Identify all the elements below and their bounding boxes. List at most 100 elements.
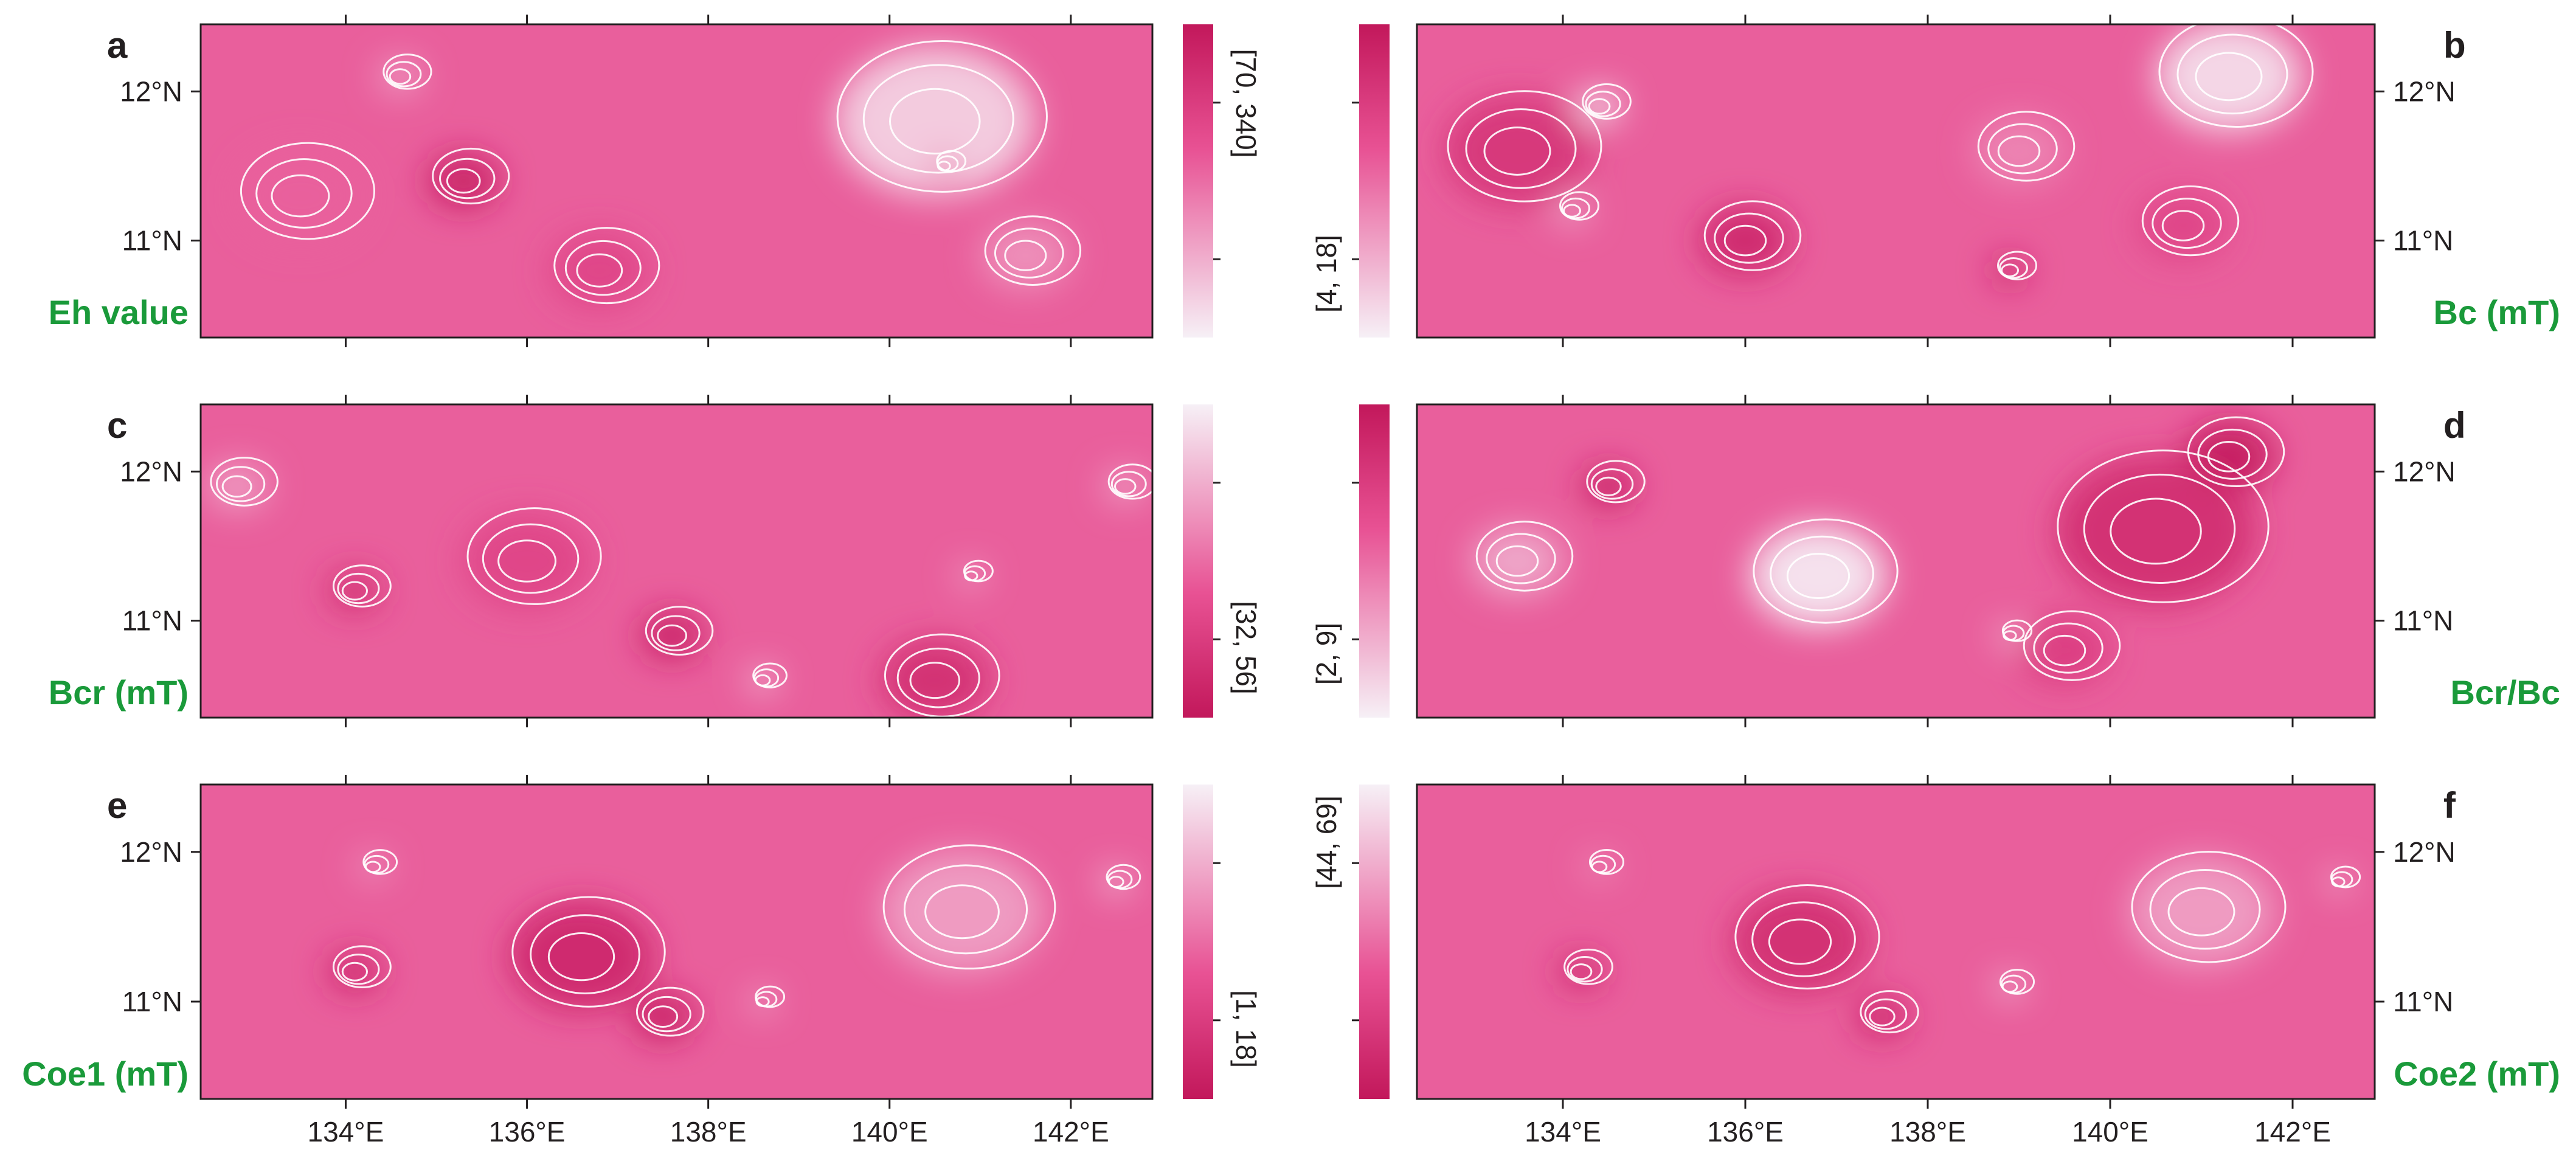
contour-d-0-0 [1595,476,1622,496]
contour-b-3-2 [1559,191,1599,221]
feature-d-4 [1750,524,1887,628]
lat-tick-label: 11°N [2393,225,2453,257]
lon-tick-label: 138°E [670,1116,747,1148]
feature-a-4 [835,46,1035,196]
variable-label: Coe2 (mT) [2394,1055,2560,1093]
contour-a-5-1 [994,227,1064,279]
contour-c-4-2 [752,662,788,688]
contour-b-6-1 [2152,198,2222,249]
contour-b-0-1 [1465,108,1577,189]
colorbar [1183,24,1213,338]
variable-label: Eh value [49,293,189,331]
contour-c-1-0 [657,624,688,647]
colorbar [1183,785,1213,1099]
contour-a-5-0 [1004,240,1047,271]
lon-tick-label: 136°E [489,1116,566,1148]
contour-d-5-0 [1495,545,1539,577]
feature-d-6 [1996,625,2024,646]
contour-c-3-0 [909,662,961,699]
contour-c-2-0 [497,539,557,583]
contour-d-1-0 [2207,441,2251,473]
contour-d-4-1 [1770,535,1874,612]
contour-f-5-1 [2149,868,2261,950]
contour-f-6-2 [2330,865,2361,889]
contour-c-1-2 [645,606,714,656]
contour-a-6-2 [936,150,967,173]
contour-f-4-2 [1999,969,2035,995]
feature-c-3 [880,639,989,718]
contour-a-5-2 [984,215,1082,286]
lat-tick-label: 12°N [120,836,182,868]
lat-tick-label: 11°N [122,225,182,257]
contour-c-2-1 [482,523,580,594]
feature-b-4 [2156,24,2302,131]
contour-d-5-2 [1475,521,1574,592]
plot-frame [1416,23,2376,339]
contour-d-0-2 [1586,460,1646,504]
contour-e-2-0 [341,961,369,982]
contour-b-5-2 [1997,251,2037,280]
lat-tick-label: 11°N [122,986,182,1017]
contour-a-3-0 [389,68,412,85]
panel-letter: d [2443,405,2466,446]
contour-e-4-0 [924,884,1000,940]
contour-e-6-2 [1106,864,1141,890]
contour-e-5-2 [755,985,786,1008]
lat-tick-label: 11°N [2393,605,2453,637]
variable-label: Bc (mT) [2434,293,2560,331]
contour-f-0-0 [1768,918,1832,965]
colorbar [1359,404,1390,718]
contour-e-3-2 [362,849,398,875]
contour-d-5-1 [1486,533,1556,584]
contour-b-2-0 [1588,98,1611,115]
panel-letter: b [2443,25,2466,66]
field-f [1417,785,2375,1099]
panel-a: 11°N 12°N Eh value a [70, 340] [49,15,1262,347]
contour-e-1-2 [635,986,705,1037]
contour-a-3-2 [383,54,432,90]
lat-tick-label: 12°N [2393,75,2456,107]
contour-c-7-2 [1107,463,1152,500]
contour-f-0-1 [1751,901,1856,977]
contour-b-1-2 [1703,200,1802,271]
plot-frame [1416,783,2376,1100]
contour-b-0-2 [1447,90,1602,203]
contour-b-0-0 [1483,126,1551,176]
feature-a-0 [237,148,364,244]
contour-a-2-1 [564,240,642,296]
colorbar [1359,24,1390,338]
contour-e-0-0 [547,932,615,982]
panel-d: 11°N 12°N Bcr/Bc d [2, 9] [1311,395,2560,727]
contour-f-2-0 [1869,1006,1896,1027]
contour-f-1-2 [1563,948,1613,985]
lon-tick-label: 142°E [1033,1116,1109,1148]
feature-e-4 [880,850,1044,973]
contour-f-5-2 [2131,851,2287,963]
contour-b-6-2 [2141,185,2240,257]
lat-tick-label: 12°N [120,75,182,107]
contour-c-7-1 [1110,471,1147,497]
feature-c-2 [463,513,590,609]
contour-b-5-0 [2001,263,2019,277]
contour-c-0-1 [337,572,380,605]
field-d [1417,404,2375,718]
contour-b-3-0 [1563,204,1581,218]
field-b [1417,24,2375,338]
colorbar-label: [32, 56] [1230,601,1262,694]
colorbar-label: [2, 9] [1311,623,1342,685]
colorbar-label: [70, 340] [1230,49,1262,158]
contour-e-1-0 [648,1005,679,1028]
contour-a-1-0 [446,168,481,194]
contour-d-3-2 [2023,610,2121,681]
contour-c-6-2 [210,456,279,507]
contour-b-4-0 [2195,52,2263,102]
contour-b-2-1 [1585,91,1621,117]
contour-e-0-1 [530,914,640,995]
plot-frame [199,783,1154,1100]
contour-c-5-2 [963,559,994,583]
contour-e-2-1 [337,954,380,985]
contour-b-7-0 [1997,135,2041,167]
variable-label: Bcr (mT) [49,673,189,712]
contour-c-0-0 [341,581,369,601]
contour-a-1-1 [439,158,496,199]
